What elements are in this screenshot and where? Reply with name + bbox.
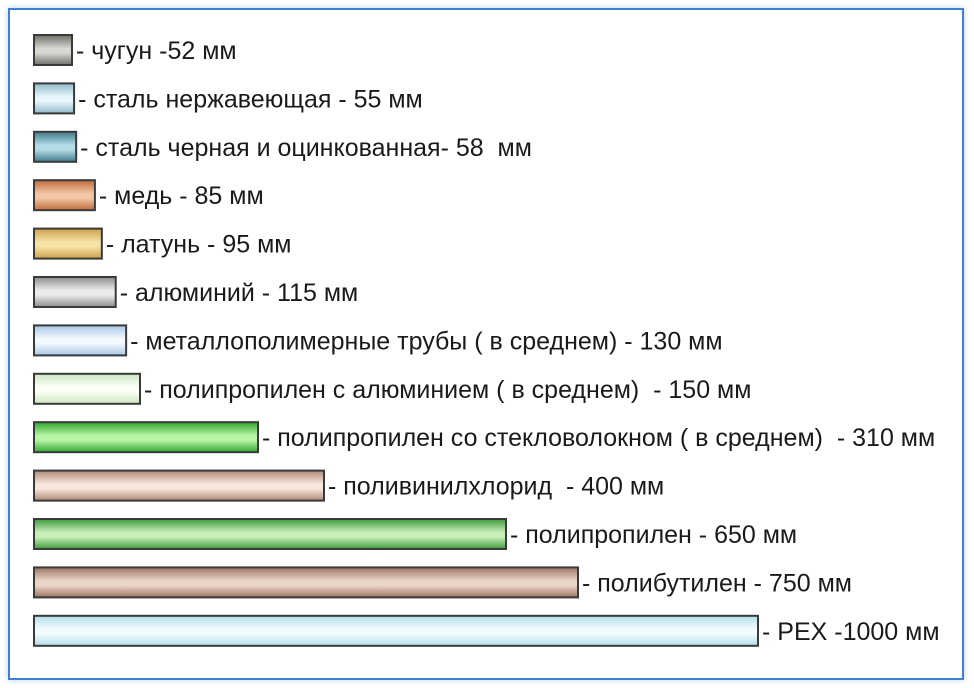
bar-2 bbox=[33, 82, 76, 115]
bar-label-13: - PEX -1000 мм bbox=[762, 618, 940, 646]
bar-label-1: - чугун -52 мм bbox=[76, 37, 237, 65]
bar-label-9: - полипропилен со стекловолокном ( в сре… bbox=[262, 424, 935, 452]
bar-label-4: - медь - 85 мм bbox=[99, 182, 264, 210]
bar-8 bbox=[33, 372, 141, 405]
pipe-expansion-bar-chart: - чугун -52 мм - сталь нержавеющая - 55 м… bbox=[33, 34, 940, 647]
bar-label-3: - сталь черная и оцинкованная- 58 мм bbox=[80, 134, 532, 162]
bar-label-8: - полипропилен с алюминием ( в среднем) … bbox=[144, 376, 751, 404]
bar-3 bbox=[33, 130, 78, 163]
bar-label-2: - сталь нержавеющая - 55 мм bbox=[78, 85, 423, 113]
bar-4 bbox=[33, 179, 96, 212]
bar-5 bbox=[33, 227, 103, 260]
bar-label-11: - полипропилен - 650 мм bbox=[510, 521, 797, 549]
bar-label-5: - латунь - 95 мм bbox=[106, 231, 292, 259]
bar-11 bbox=[33, 518, 507, 550]
bar-12 bbox=[33, 566, 579, 599]
bar-10 bbox=[33, 469, 325, 502]
bar-9 bbox=[33, 421, 259, 454]
bar-13 bbox=[33, 614, 759, 647]
bar-label-12: - полибутилен - 750 мм bbox=[582, 569, 852, 597]
bar-1 bbox=[33, 34, 73, 66]
bar-6 bbox=[33, 276, 117, 308]
bar-7 bbox=[33, 324, 128, 357]
bar-label-6: - алюминий - 115 мм bbox=[120, 279, 359, 307]
bar-label-7: - металлополимерные трубы ( в среднем) -… bbox=[130, 327, 722, 355]
bar-label-10: - поливинилхлорид - 400 мм bbox=[328, 473, 664, 501]
chart-frame: - чугун -52 мм - сталь нержавеющая - 55 м… bbox=[8, 8, 964, 680]
